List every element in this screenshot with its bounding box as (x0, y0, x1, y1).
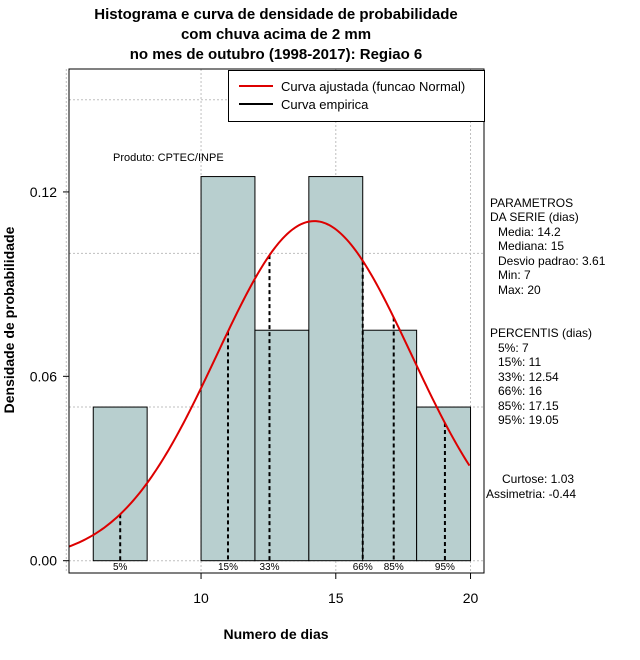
produto-label: Produto: CPTEC/INPE (113, 152, 224, 164)
legend-red-line-icon (239, 85, 273, 87)
percentile-marker-label-0: 5% (113, 562, 128, 573)
y-axis-label: Densidade de probabilidade (1, 226, 17, 414)
parametro-mediana: Mediana: 15 (498, 239, 565, 253)
percentil-5: 5%: 7 (498, 341, 529, 355)
fitted-normal-curve (68, 220, 471, 548)
x-tick-label-2: 20 (463, 590, 479, 606)
chart-title-line-3: no mes de outubro (1998-2017): Regiao 6 (129, 46, 423, 63)
legend-fitted-label: Curva ajustada (funcao Normal) (281, 78, 466, 94)
percentile-marker-label-2: 33% (259, 562, 279, 573)
legend-empirical-label: Curva empirica (281, 96, 369, 112)
percentil-33: 33%: 12.54 (498, 370, 559, 384)
percentil-95: 95%: 19.05 (498, 413, 559, 427)
parametro-desvio: Desvio padrao: 3.61 (498, 254, 606, 268)
y-tick-label-1: 0.06 (30, 368, 57, 384)
percentis-header: PERCENTIS (dias) (490, 326, 593, 340)
histogram-bar-3 (254, 329, 310, 562)
percentil-15: 15%: 11 (498, 355, 542, 369)
parametros-header-1: PARAMETROS (490, 196, 574, 210)
histogram-bar-4 (308, 176, 364, 562)
histogram-bar-5 (362, 329, 418, 562)
histogram-bar-6 (416, 406, 472, 562)
legend-black-line-icon (239, 103, 273, 105)
percentile-marker-label-4: 85% (384, 562, 404, 573)
parametro-media: Media: 14.2 (498, 225, 561, 239)
parametro-min: Min: 7 (498, 268, 531, 282)
percentil-85: 85%: 17.15 (498, 399, 559, 413)
legend-item-fitted: Curva ajustada (funcao Normal) (239, 77, 465, 95)
x-tick-label-1: 15 (328, 590, 344, 606)
plot-frame (68, 68, 485, 574)
chart-title-line-1: Histograma e curva de densidade de proba… (94, 6, 458, 23)
legend-item-empirical: Curva empirica (239, 95, 368, 113)
chart-title-line-2: com chuva acima de 2 mm (180, 26, 372, 43)
percentile-marker-label-3: 66% (353, 562, 373, 573)
percentile-marker-label-5: 95% (435, 562, 455, 573)
y-tick-label-0: 0.00 (30, 553, 57, 569)
y-tick-label-2: 0.12 (30, 184, 57, 200)
percentil-66: 66%: 16 (498, 384, 543, 398)
assimetria-label: Assimetria: -0.44 (486, 487, 577, 501)
curtose-label: Curtose: 1.03 (502, 472, 575, 486)
percentile-marker-label-1: 15% (218, 562, 238, 573)
parametros-header-2: DA SERIE (dias) (490, 210, 579, 224)
parametro-max: Max: 20 (498, 283, 541, 297)
legend: Curva ajustada (funcao Normal) Curva emp… (228, 70, 485, 122)
x-tick-label-0: 10 (193, 590, 209, 606)
x-axis-label: Numero de dias (223, 626, 329, 642)
